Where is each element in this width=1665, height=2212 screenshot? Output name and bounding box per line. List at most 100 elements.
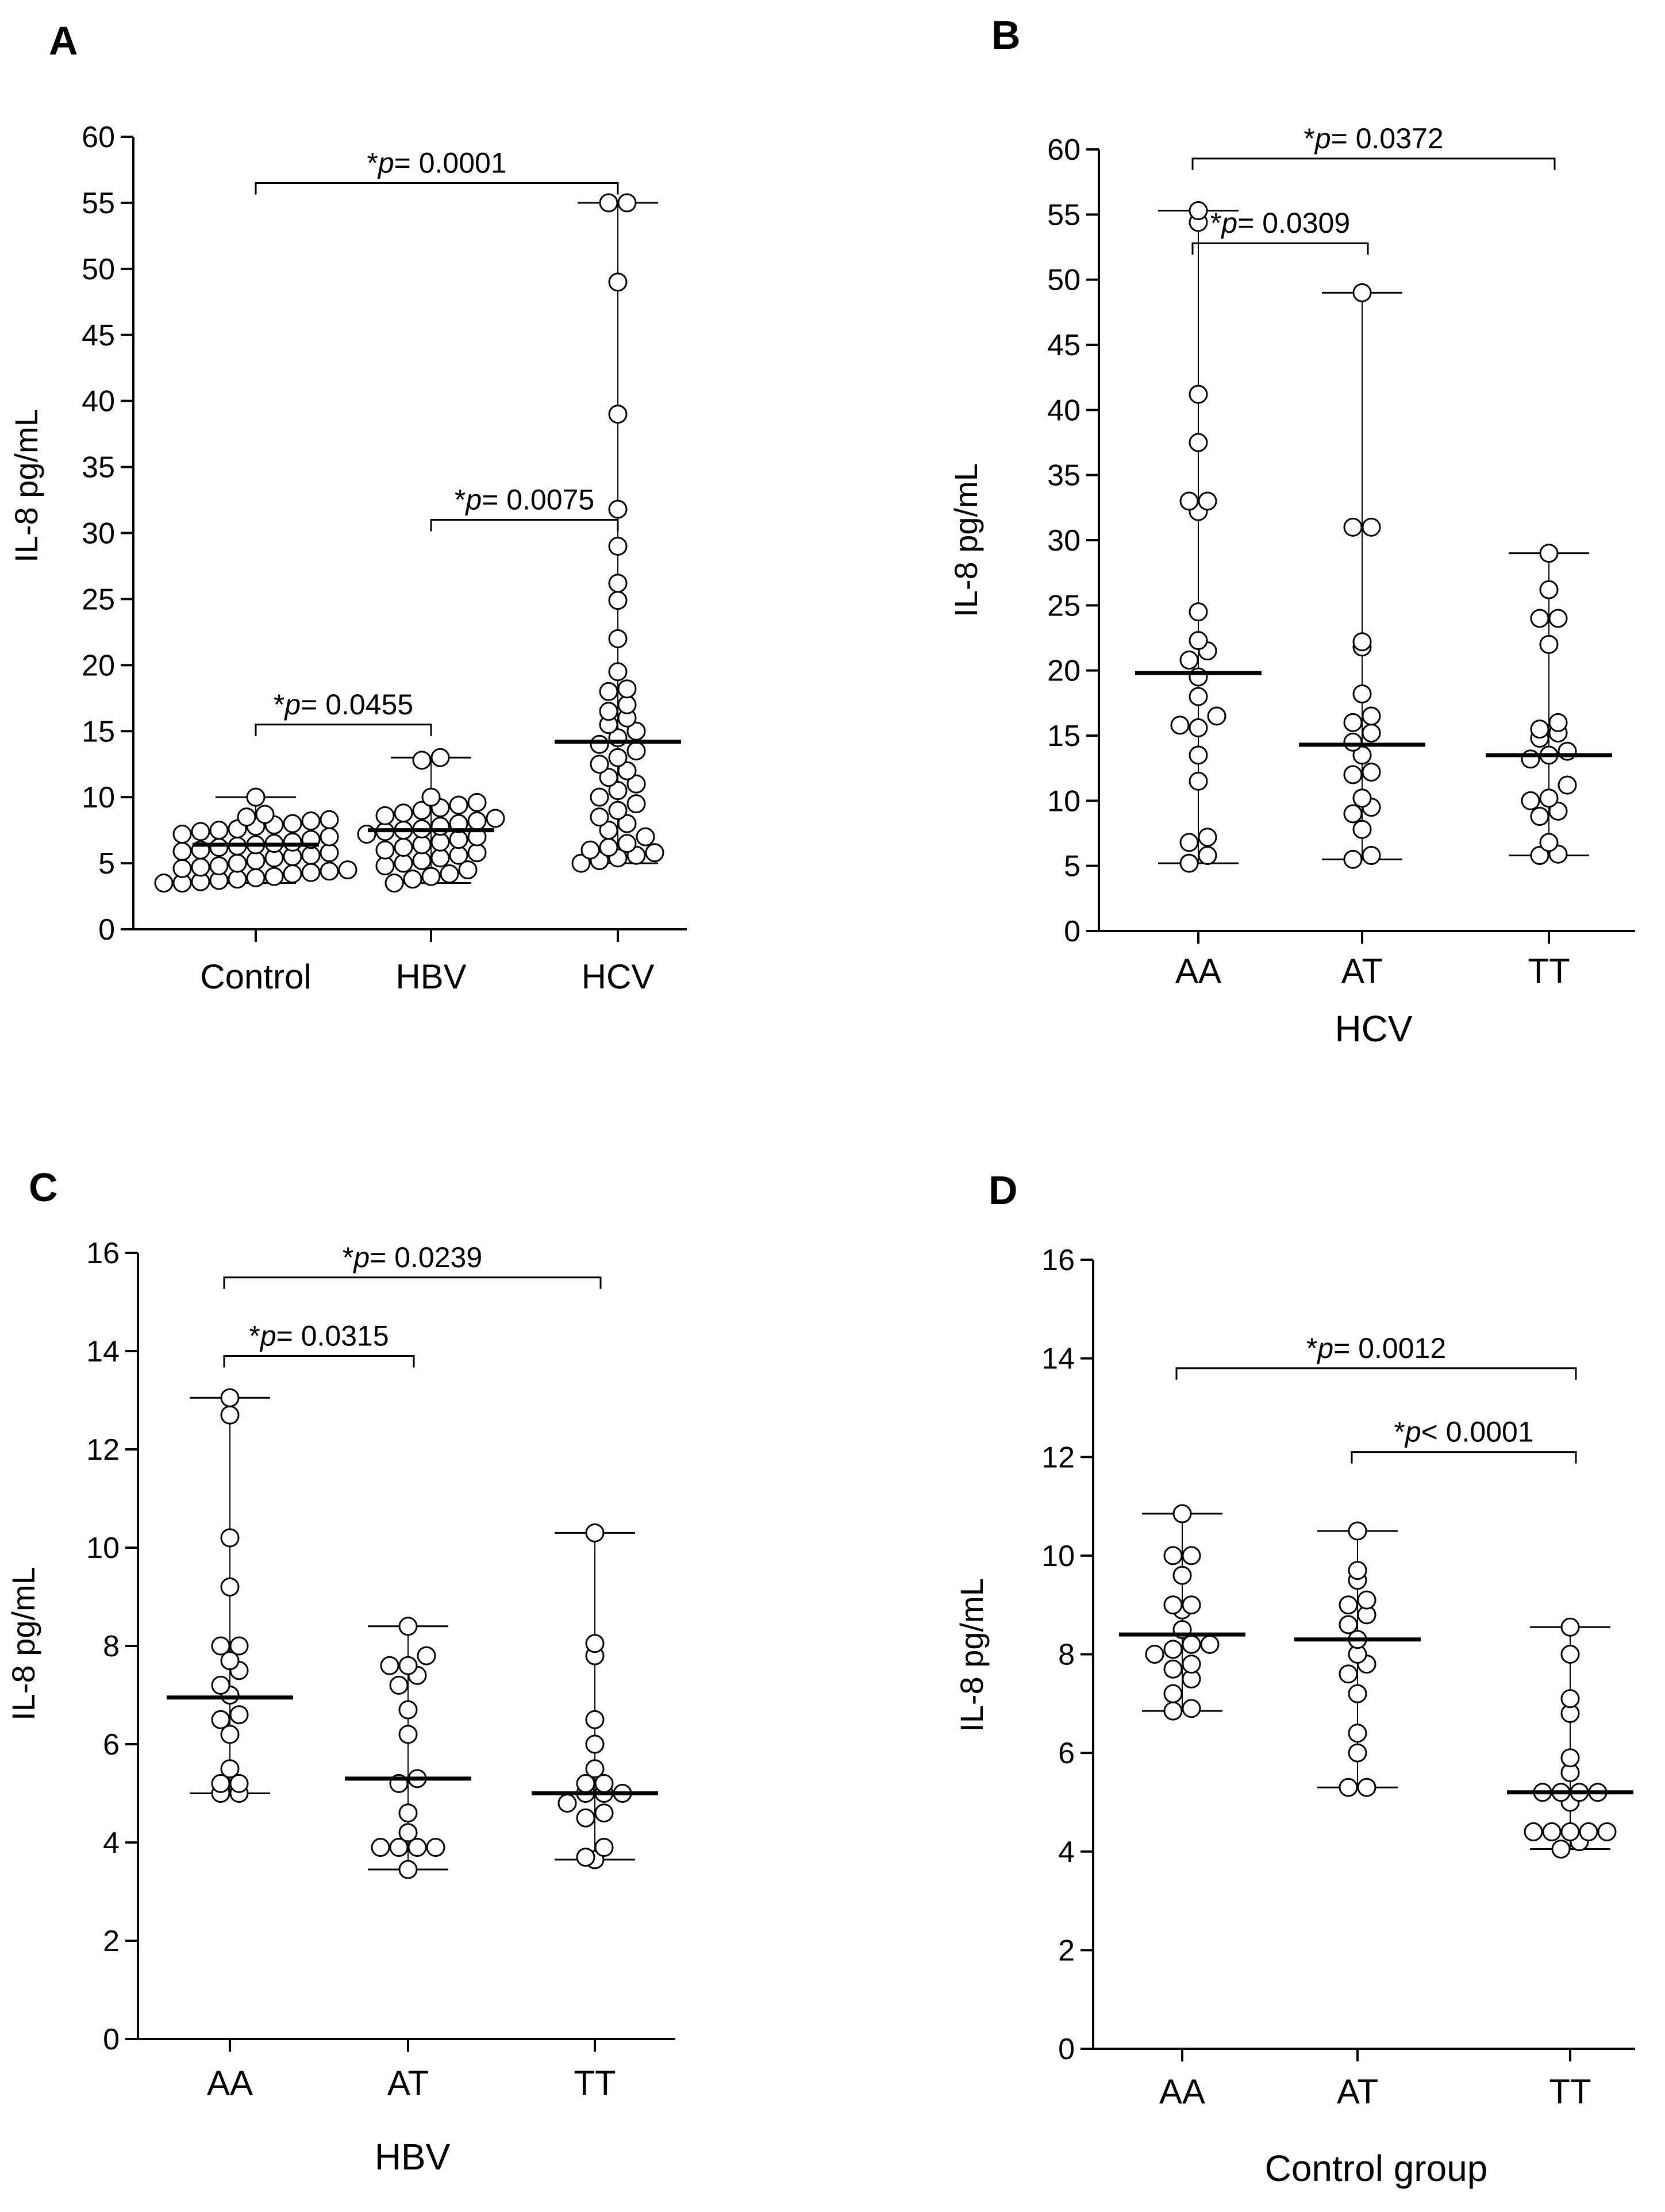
data-point	[608, 801, 628, 820]
data-point	[1348, 1724, 1367, 1743]
data-point	[172, 841, 192, 861]
p-value: = 0.0075	[482, 484, 594, 516]
data-point	[1182, 1699, 1201, 1718]
data-point	[1362, 517, 1381, 537]
data-point	[617, 761, 637, 780]
data-point	[398, 1700, 418, 1719]
data-point	[486, 809, 505, 828]
data-point	[1352, 684, 1372, 703]
panel-d-group-aa	[1119, 1504, 1245, 1721]
data-point	[375, 806, 395, 825]
panel-a-group-control	[154, 787, 357, 893]
data-point	[1357, 1778, 1376, 1797]
panel-d-letter: D	[989, 1168, 1018, 1213]
data-point	[1189, 602, 1208, 622]
panel-b-x-title: HCV	[1335, 1008, 1412, 1049]
data-point	[380, 1656, 399, 1675]
panel-c-y-tick-label: 2	[103, 1925, 120, 1958]
panel-a-y-tick-label: 20	[82, 649, 115, 682]
data-point	[645, 843, 664, 863]
data-point	[617, 695, 637, 714]
panel-c-y-tick-label: 8	[103, 1630, 120, 1663]
bracket-line	[430, 519, 619, 532]
significance-star: *	[1210, 207, 1221, 239]
data-point	[1189, 718, 1208, 737]
data-point	[412, 751, 432, 770]
data-point	[617, 679, 637, 699]
p-value-label: *p= 0.0075	[455, 484, 594, 516]
significance-star: *	[455, 484, 466, 516]
data-point	[449, 795, 468, 815]
panel-c-y-tick-label: 4	[103, 1826, 120, 1860]
panel-c-group-tt	[532, 1523, 658, 1869]
data-point	[599, 768, 618, 787]
data-point	[1189, 667, 1208, 687]
panel-b-group-at	[1299, 283, 1425, 869]
p-symbol: p	[1220, 207, 1237, 239]
data-point	[1521, 791, 1540, 810]
p-symbol: p	[464, 484, 482, 516]
p-value: = 0.0001	[394, 147, 507, 179]
p-symbol: p	[352, 1241, 370, 1274]
bracket-line	[1175, 1367, 1577, 1380]
data-point	[608, 591, 628, 610]
panel-c-y-tick-label: 6	[103, 1728, 120, 1761]
data-point	[1343, 849, 1363, 869]
panel-b: B 0 5 10 15 20 25 30 35 40 45 50 55 60 AA AT TT IL-8 pg/m…	[948, 13, 1635, 1049]
data-point	[608, 574, 628, 593]
panel-b-y-tick-label: 40	[1047, 394, 1080, 427]
data-point	[1539, 634, 1559, 654]
panel-d-x-tick-label: AA	[1159, 2072, 1205, 2111]
data-point	[211, 1675, 230, 1695]
data-point	[576, 1808, 595, 1828]
data-point	[398, 1803, 418, 1823]
data-point	[220, 1528, 240, 1548]
data-point	[389, 1838, 409, 1857]
data-point	[1530, 807, 1549, 826]
data-point	[590, 787, 609, 807]
panel-b-y-tick-label: 15	[1047, 720, 1080, 753]
data-point	[154, 874, 174, 893]
significance-star: *	[1394, 1416, 1405, 1448]
data-point	[172, 859, 192, 878]
data-point	[220, 1405, 240, 1425]
panel-a-x-tick-label: Control	[200, 957, 311, 996]
data-point	[626, 741, 646, 761]
data-point	[209, 821, 229, 840]
panel-a-y-tick-label: 5	[98, 847, 115, 880]
data-point	[412, 835, 432, 855]
p-value: = 0.0372	[1331, 122, 1444, 155]
panel-b-y-tick-label: 50	[1047, 264, 1080, 297]
data-point	[1339, 1664, 1358, 1684]
panel-b-y-tick-label: 30	[1047, 524, 1080, 557]
panel-d-y-tick-label: 4	[1058, 1836, 1075, 1869]
data-point	[1163, 1701, 1183, 1721]
panel-c-significance-bracket: *p= 0.0315	[223, 1320, 415, 1368]
panel-b-y-tick-label: 20	[1047, 655, 1080, 688]
bracket-line	[223, 1355, 415, 1368]
panel-b-group-aa	[1135, 201, 1262, 873]
data-point	[220, 1651, 240, 1671]
data-point	[1189, 771, 1208, 791]
data-point	[394, 838, 413, 857]
panel-d-significance-bracket: *p< 0.0001	[1351, 1416, 1577, 1464]
data-point	[617, 834, 637, 853]
data-point	[1348, 1743, 1367, 1763]
data-point	[585, 1523, 605, 1542]
data-point	[580, 840, 600, 860]
data-point	[467, 793, 487, 812]
data-point	[1539, 544, 1559, 563]
data-point	[357, 825, 376, 844]
panel-a-y-tick-label: 55	[82, 187, 115, 220]
panel-b-x-tick-label: AT	[1341, 952, 1383, 990]
data-point	[1172, 1504, 1192, 1524]
data-point	[626, 794, 646, 814]
panel-b-y-tick-label: 45	[1047, 329, 1080, 362]
data-point	[320, 810, 339, 829]
data-point	[1548, 801, 1568, 821]
p-symbol: p	[283, 688, 301, 721]
data-point	[585, 1710, 605, 1729]
data-point	[608, 272, 628, 292]
data-point	[283, 864, 302, 883]
data-point	[421, 867, 441, 886]
